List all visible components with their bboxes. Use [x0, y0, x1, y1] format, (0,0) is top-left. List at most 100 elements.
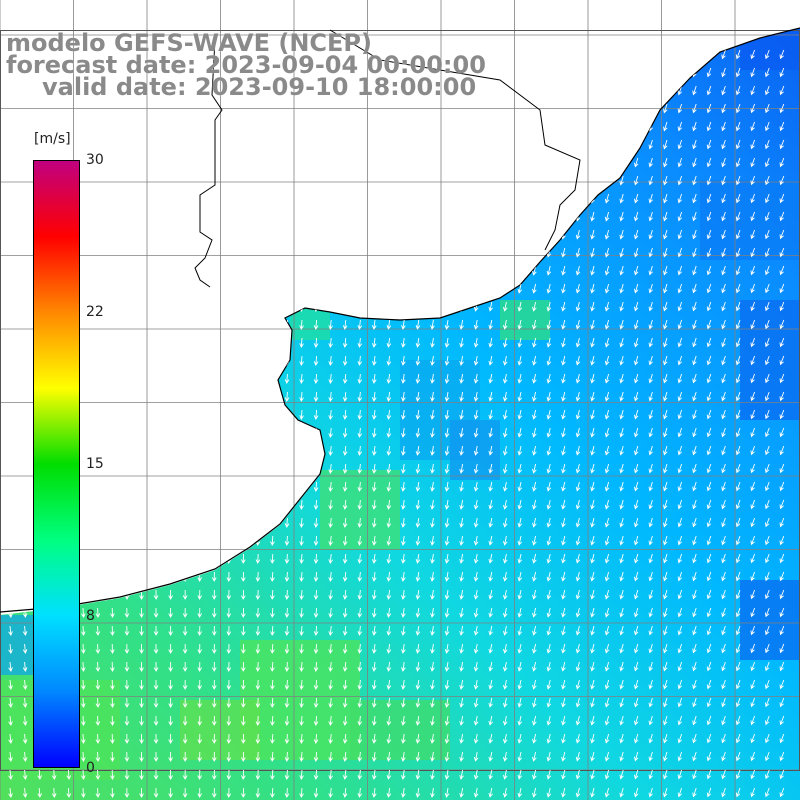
wind-arrow [764, 301, 770, 312]
wind-arrow [22, 85, 28, 96]
wind-arrow [240, 733, 246, 744]
wind-arrow [663, 751, 668, 762]
wind-arrow [386, 643, 392, 654]
wind-arrow [139, 535, 144, 546]
wind-arrow [721, 427, 726, 438]
wind-arrow [415, 355, 421, 366]
wind-arrow [371, 427, 377, 438]
wind-arrow [8, 661, 13, 672]
wind-arrow [240, 535, 246, 546]
wind-arrow [197, 445, 202, 456]
wind-arrow [590, 319, 595, 330]
wind-arrow [633, 625, 639, 636]
wind-arrow [677, 301, 683, 312]
wind-arrow [735, 787, 741, 798]
wind-arrow [706, 49, 712, 60]
wind-arrow [95, 715, 101, 726]
wind-arrow [764, 751, 770, 762]
wind-arrow [153, 571, 159, 582]
wind-arrow [8, 481, 13, 492]
wind-arrow [459, 283, 464, 294]
wind-arrow [517, 715, 523, 726]
wind-arrow [473, 589, 479, 600]
wind-arrow [371, 121, 377, 132]
wind-arrow [386, 319, 392, 330]
wind-arrow [473, 283, 479, 294]
wind-arrow [95, 175, 101, 186]
wind-arrow [633, 67, 639, 78]
wind-arrow [532, 643, 537, 654]
wind-arrow [488, 589, 493, 600]
wind-arrow [255, 265, 261, 276]
wind-arrow [430, 445, 435, 456]
wind-arrow [168, 464, 173, 474]
wind-arrow [139, 319, 144, 330]
wind-arrow [721, 391, 726, 402]
wind-arrow [750, 445, 756, 456]
wind-arrow [182, 499, 188, 510]
wind-arrow [459, 535, 464, 546]
wind-arrow [139, 373, 144, 384]
wind-arrow [692, 139, 697, 150]
wind-arrow [182, 283, 188, 294]
wind-arrow [371, 355, 377, 366]
wind-arrow [328, 607, 333, 618]
wind-arrow [110, 319, 115, 330]
wind-arrow [430, 337, 435, 348]
wind-arrow [81, 535, 86, 546]
wind-arrow [313, 625, 319, 636]
wind-arrow [168, 716, 173, 726]
wind-arrow [386, 373, 392, 384]
wind-arrow [81, 607, 86, 618]
wind-arrow [735, 121, 741, 132]
wind-arrow [342, 643, 348, 654]
wind-arrow [226, 121, 232, 132]
wind-arrow [386, 517, 392, 528]
wind-arrow [677, 571, 683, 582]
wind-arrow [153, 715, 159, 726]
wind-arrow [677, 373, 683, 384]
wind-arrow [284, 589, 290, 600]
wind-arrow [488, 445, 493, 456]
wind-arrow [779, 427, 785, 438]
wind-arrow [401, 661, 406, 672]
wind-arrow [226, 391, 232, 402]
wind-arrow [750, 85, 756, 96]
wind-arrow [255, 445, 261, 456]
wind-arrow [750, 463, 756, 474]
wind-arrow [211, 193, 217, 204]
wind-arrow [240, 589, 246, 600]
wind-arrow [240, 607, 246, 618]
wind-arrow [197, 337, 202, 348]
wind-arrow [692, 247, 697, 258]
wind-arrow [182, 697, 188, 708]
wind-arrow [663, 265, 668, 276]
wind-arrow [619, 445, 624, 456]
wind-arrow [692, 607, 697, 618]
wind-arrow [590, 535, 595, 546]
wind-arrow [153, 463, 159, 474]
wind-arrow [692, 481, 697, 492]
wind-arrow [692, 517, 697, 528]
wind-arrow [371, 769, 377, 780]
wind-arrow [663, 121, 668, 132]
wind-arrow [197, 589, 202, 600]
wind-arrow [168, 572, 173, 582]
wind-arrow [371, 733, 377, 744]
wind-arrow [488, 607, 493, 618]
wind-arrow [735, 409, 741, 420]
wind-arrow [182, 751, 188, 762]
wind-arrow [386, 499, 392, 510]
wind-arrow [721, 319, 726, 330]
wind-arrow [197, 607, 202, 618]
wind-arrow [430, 661, 435, 672]
wind-arrow [677, 409, 683, 420]
wind-arrow [168, 734, 173, 744]
wind-arrow [532, 481, 537, 492]
wind-arrow [575, 121, 581, 132]
wind-arrow [532, 715, 537, 726]
wind-arrow [168, 320, 173, 330]
wind-arrow [415, 139, 421, 150]
wind-arrow [240, 337, 246, 348]
wind-arrow [430, 211, 435, 222]
